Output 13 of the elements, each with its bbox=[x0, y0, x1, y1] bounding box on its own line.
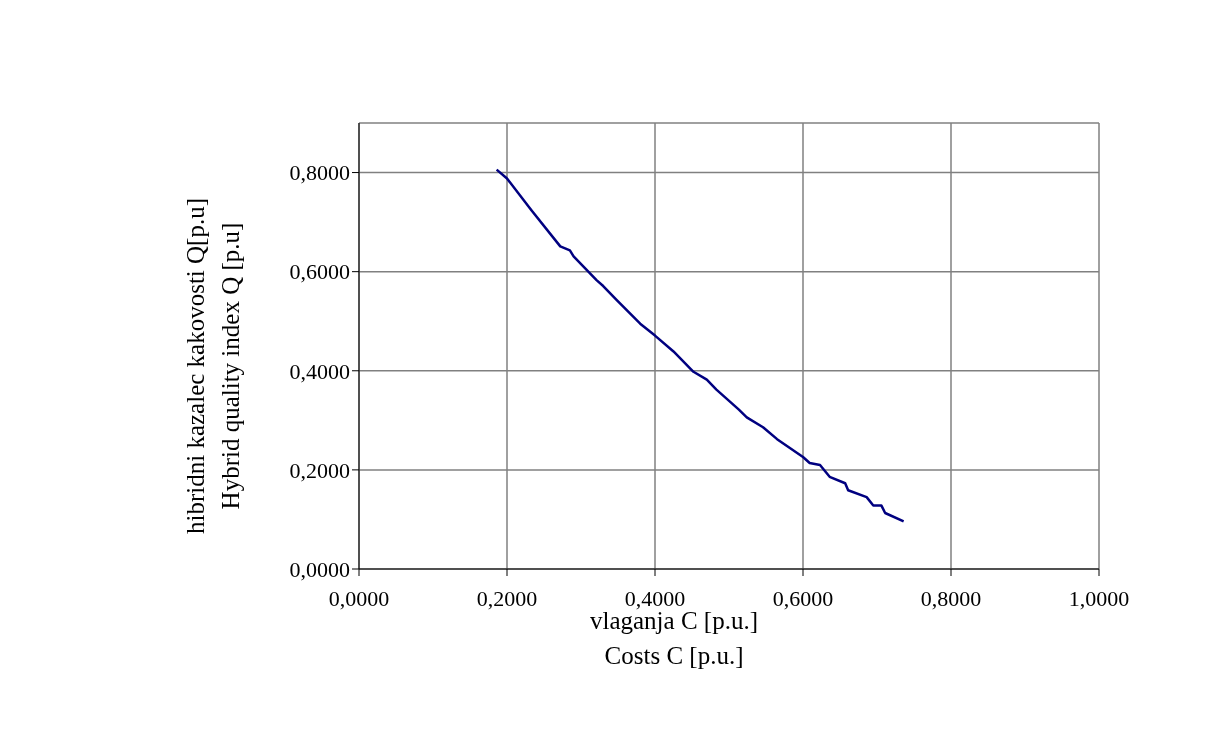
y-axis-title: hibridni kazalec kakovosti Q[p.u] Hybrid quality index Q [p.u] bbox=[181, 197, 245, 536]
y-tick-label: 0,6000 bbox=[289, 259, 350, 285]
x-tick-label: 0,8000 bbox=[920, 585, 982, 611]
y-tick-label: 0,2000 bbox=[289, 457, 350, 483]
line-series bbox=[495, 168, 905, 523]
x-tick-label: 0,2000 bbox=[476, 585, 538, 611]
y-tick-label: 0,0000 bbox=[289, 556, 350, 582]
x-tick-label: 0,4000 bbox=[624, 585, 686, 611]
x-tick-label: 0,0000 bbox=[328, 585, 390, 611]
x-tick-label: 0,6000 bbox=[772, 585, 834, 611]
y-tick-label: 0,4000 bbox=[289, 358, 350, 384]
x-tick-label: 1,0000 bbox=[1068, 585, 1130, 611]
y-tick-label: 0,8000 bbox=[289, 160, 350, 186]
